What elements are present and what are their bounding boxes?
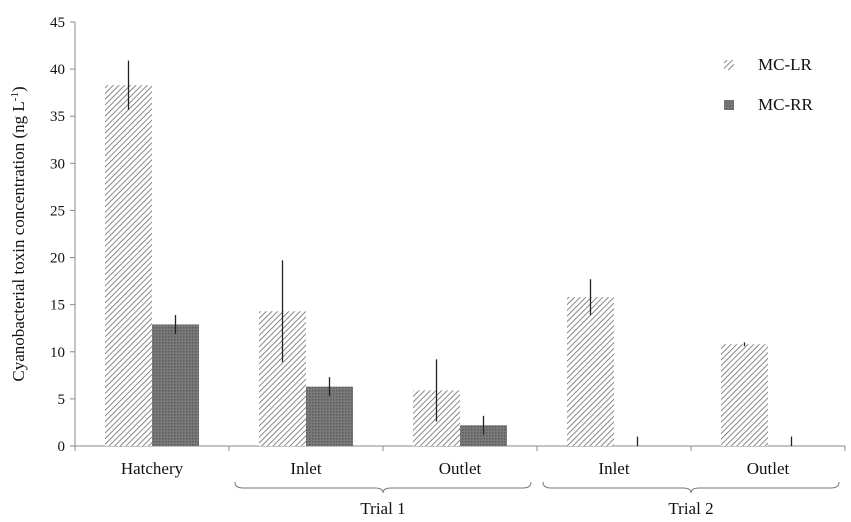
- bar-mc-lr: [721, 344, 768, 446]
- group-brackets: Trial 1 Trial 2: [234, 481, 840, 518]
- y-tick-label: 35: [50, 109, 65, 125]
- x-axis-labels: Hatchery Inlet Outlet Inlet Outlet: [121, 459, 790, 478]
- y-axis-title: Cyanobacterial toxin concentration (ng L…: [9, 86, 28, 381]
- group-bracket: [542, 481, 840, 494]
- bar-mc-rr: [306, 386, 353, 446]
- group-label: Trial 2: [668, 499, 713, 518]
- legend-label: MC-RR: [758, 95, 813, 114]
- bar-mc-lr: [105, 85, 152, 446]
- legend-swatch-mc-lr: [724, 60, 734, 70]
- y-tick-label: 25: [50, 203, 65, 219]
- group-label: Trial 1: [360, 499, 405, 518]
- y-tick-label: 40: [50, 62, 65, 78]
- legend: MC-LR MC-RR: [724, 55, 813, 114]
- bar-mc-rr: [460, 425, 507, 446]
- y-tick-label: 30: [50, 156, 65, 172]
- axes: 0 5 10 15 20 25 30 35 40 45: [50, 15, 846, 455]
- group-bracket: [234, 481, 532, 494]
- y-tick-label: 10: [50, 345, 65, 361]
- y-tick-label: 0: [58, 439, 66, 455]
- x-category-label: Hatchery: [121, 459, 184, 478]
- error-bars: [127, 60, 793, 446]
- legend-label: MC-LR: [758, 55, 813, 74]
- bars: [105, 85, 768, 446]
- y-tick-label: 5: [58, 392, 66, 408]
- x-category-label: Inlet: [598, 459, 629, 478]
- x-category-label: Inlet: [290, 459, 321, 478]
- y-tick-label: 45: [50, 15, 65, 31]
- y-tick-label: 20: [50, 251, 65, 267]
- bar-mc-lr: [567, 297, 614, 446]
- x-category-label: Outlet: [747, 459, 790, 478]
- x-category-label: Outlet: [439, 459, 482, 478]
- y-axis-label: Cyanobacterial toxin concentration (ng L…: [9, 86, 28, 381]
- bar-mc-rr: [152, 324, 199, 446]
- legend-swatch-mc-rr: [724, 100, 734, 110]
- y-tick-label: 15: [50, 298, 65, 314]
